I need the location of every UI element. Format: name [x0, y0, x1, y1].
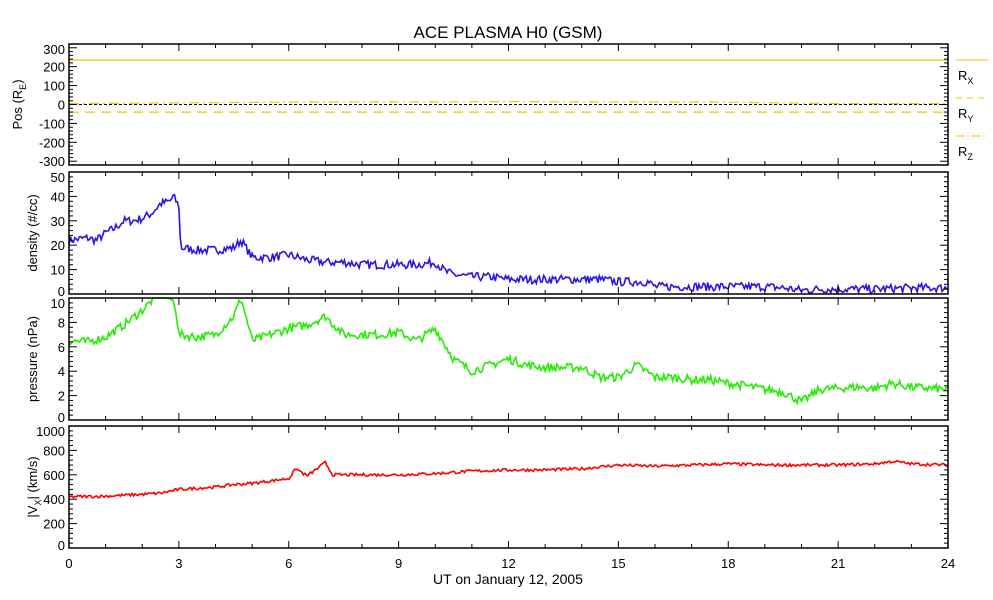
y-axis-label-subscript: X: [33, 500, 43, 506]
y-tick-label: 800: [43, 443, 65, 458]
y-tick-label: 2: [58, 389, 65, 404]
y-axis-label: pressure (nPa): [25, 316, 40, 402]
y-tick-label: 400: [43, 492, 65, 507]
y-axis-label: density (#/cc): [25, 194, 40, 271]
panel-3: 1000 800 600 400 200 00 3 6 9 12 15 18 21 24 |VX| (km/…: [25, 424, 955, 571]
y-tick-label: 200: [43, 60, 65, 75]
y-tick-label: 50: [51, 170, 65, 185]
y-axis-label-subscript: E: [18, 84, 28, 90]
legend-label-subscript: Z: [967, 152, 973, 162]
legend-label-x: RX: [958, 68, 973, 86]
x-tick-label: 18: [721, 556, 735, 571]
x-axis-label: UT on January 12, 2005: [433, 571, 583, 587]
panel-2: 10 8 6 4 2 0 pressure (nPa): [25, 296, 949, 425]
y-tick-label: 10: [51, 263, 65, 278]
panel-1: 50 40 30 20 10 0 density (#/cc): [25, 170, 949, 299]
y-tick-label: 4: [58, 364, 65, 379]
series-line-density: [68, 193, 949, 296]
legend-label-subscript: X: [967, 76, 973, 86]
x-tick-label: 6: [285, 556, 292, 571]
y-tick-label: 30: [51, 214, 65, 229]
chart-title: ACE PLASMA H0 (GSM): [414, 23, 603, 42]
y-tick-label: -100: [39, 116, 65, 131]
y-axis-label: Pos (RE): [10, 79, 28, 129]
x-tick-label: 12: [501, 556, 515, 571]
x-tick-label: 0: [65, 556, 72, 571]
y-tick-label: 40: [51, 189, 65, 204]
y-tick-label: -300: [39, 154, 65, 169]
series-line-speed: [68, 459, 949, 500]
y-axis-label-end: | (km/s): [25, 456, 40, 499]
x-tick-label: 24: [941, 556, 955, 571]
x-tick-label: 3: [175, 556, 182, 571]
legend-label-z: RZ: [958, 144, 973, 162]
y-axis-label: |VX| (km/s): [25, 456, 43, 517]
y-axis-label-end: ): [10, 79, 25, 83]
series-line-Rz: [68, 101, 948, 105]
y-tick-label: 300: [43, 42, 65, 57]
y-tick-label: 6: [58, 340, 65, 355]
series-line-pressure: [68, 297, 949, 406]
x-tick-label: 9: [395, 556, 402, 571]
legend-label-y: RY: [958, 106, 973, 124]
y-tick-label: 200: [43, 517, 65, 532]
y-tick-label: 1000: [36, 424, 65, 439]
y-tick-label: 0: [58, 284, 65, 299]
y-tick-label: 0: [58, 538, 65, 553]
x-tick-label: 15: [611, 556, 625, 571]
y-tick-label: 100: [43, 79, 65, 94]
y-tick-label: 600: [43, 468, 65, 483]
y-tick-label: 0: [58, 98, 65, 113]
y-tick-label: 0: [58, 410, 65, 425]
panel-0: 300 200 100 0 -100 -200 -300 Pos (RE) RX RY RZ: [10, 42, 988, 169]
y-tick-label: -200: [39, 135, 65, 150]
y-tick-label: 20: [51, 238, 65, 253]
legend-label-subscript: Y: [967, 114, 973, 124]
y-tick-label: 8: [58, 315, 65, 330]
x-tick-label: 21: [831, 556, 845, 571]
y-tick-label: 10: [51, 296, 65, 311]
